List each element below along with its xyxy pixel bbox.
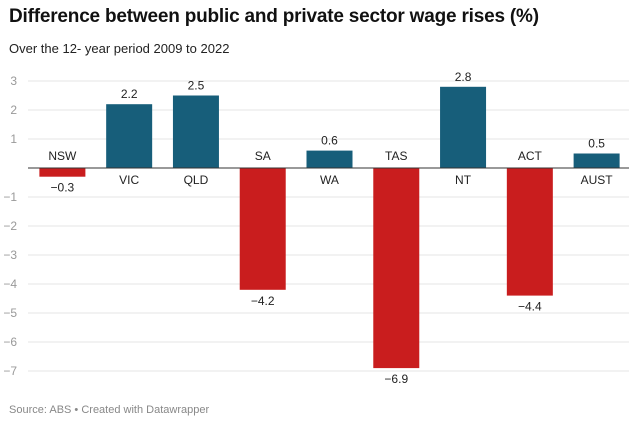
bar-aust (573, 153, 620, 168)
category-label: SA (255, 149, 271, 163)
category-label: NT (455, 173, 472, 187)
y-axis-ticks: 3 2 1 −1 −2 −3 −4 −5 −6 −7 (3, 74, 17, 378)
y-tick-label: −3 (3, 248, 17, 262)
bar-vic (106, 104, 153, 168)
y-tick-label: 3 (10, 74, 17, 88)
bar-nsw (39, 168, 86, 177)
value-label: 2.5 (188, 79, 205, 93)
bar-qld (172, 95, 219, 168)
y-tick-label: 1 (10, 132, 17, 146)
y-tick-label: 2 (10, 103, 17, 117)
y-tick-label: −1 (3, 190, 17, 204)
source-footer: Source: ABS • Created with Datawrapper (9, 404, 210, 416)
bar-sa (239, 168, 286, 290)
chart-title: Difference between public and private se… (9, 6, 539, 27)
value-label: −6.9 (384, 372, 408, 386)
bars (39, 86, 620, 369)
bar-act (506, 168, 553, 296)
value-label: −4.4 (518, 300, 542, 314)
value-label: 0.5 (588, 137, 605, 151)
value-label: −0.3 (51, 181, 75, 195)
y-tick-label: −7 (3, 364, 17, 378)
labels: −0.3 NSW 2.2 VIC 2.5 QLD −4.2 SA 0.6 WA −6.9 TAS 2.8… (48, 70, 613, 386)
category-label: ACT (518, 149, 543, 163)
bar-tas (373, 168, 420, 369)
y-tick-label: −4 (3, 277, 17, 291)
bar-wa (306, 150, 353, 168)
value-label: −4.2 (251, 294, 275, 308)
category-label: VIC (119, 173, 139, 187)
bar-nt (440, 86, 487, 168)
category-label: AUST (581, 173, 614, 187)
chart-subtitle: Over the 12- year period 2009 to 2022 (9, 41, 230, 56)
value-label: 2.2 (121, 87, 138, 101)
category-label: NSW (48, 149, 77, 163)
category-label: WA (320, 173, 339, 187)
y-tick-label: −6 (3, 335, 17, 349)
y-tick-label: −5 (3, 306, 17, 320)
value-label: 0.6 (321, 134, 338, 148)
category-label: QLD (184, 173, 209, 187)
value-label: 2.8 (455, 70, 472, 84)
y-tick-label: −2 (3, 219, 17, 233)
category-label: TAS (385, 149, 407, 163)
